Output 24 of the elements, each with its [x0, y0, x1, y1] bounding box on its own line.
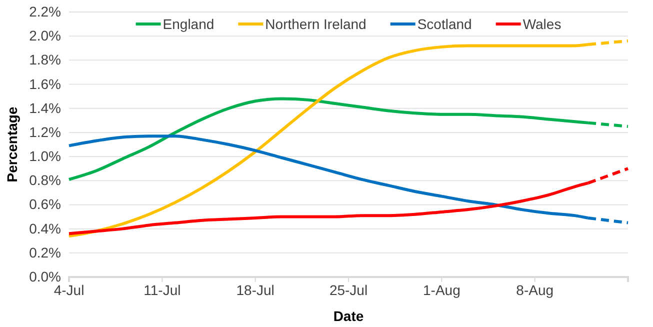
- x-tick-label: 1-Aug: [422, 282, 460, 298]
- y-axis-title: Percentage: [4, 106, 20, 182]
- x-tick-label: 8-Aug: [516, 282, 554, 298]
- x-tick-label: 4-Jul: [54, 282, 84, 298]
- y-tick-label: 0.2%: [29, 244, 61, 260]
- x-tick-label: 25-Jul: [329, 282, 368, 298]
- legend-label: Northern Ireland: [265, 16, 366, 32]
- y-tick-label: 0.0%: [29, 268, 61, 284]
- y-tick-label: 1.0%: [29, 148, 61, 164]
- y-tick-label: 0.6%: [29, 196, 61, 212]
- legend-label: England: [162, 16, 214, 32]
- y-tick-label: 2.2%: [29, 3, 61, 20]
- y-tick-label: 0.4%: [29, 220, 61, 236]
- y-tick-label: 1.8%: [29, 52, 61, 68]
- y-tick-label: 0.8%: [29, 172, 61, 188]
- legend-label: Scotland: [417, 16, 472, 32]
- y-tick-label: 1.4%: [29, 100, 61, 116]
- x-tick-label: 11-Jul: [144, 282, 181, 298]
- x-tick-label: 18-Jul: [236, 282, 274, 298]
- x-axis-title: Date: [333, 308, 364, 324]
- y-tick-label: 2.0%: [29, 28, 61, 44]
- y-tick-label: 1.6%: [29, 76, 61, 92]
- y-tick-label: 1.2%: [29, 124, 61, 140]
- legend-label: Wales: [522, 16, 562, 32]
